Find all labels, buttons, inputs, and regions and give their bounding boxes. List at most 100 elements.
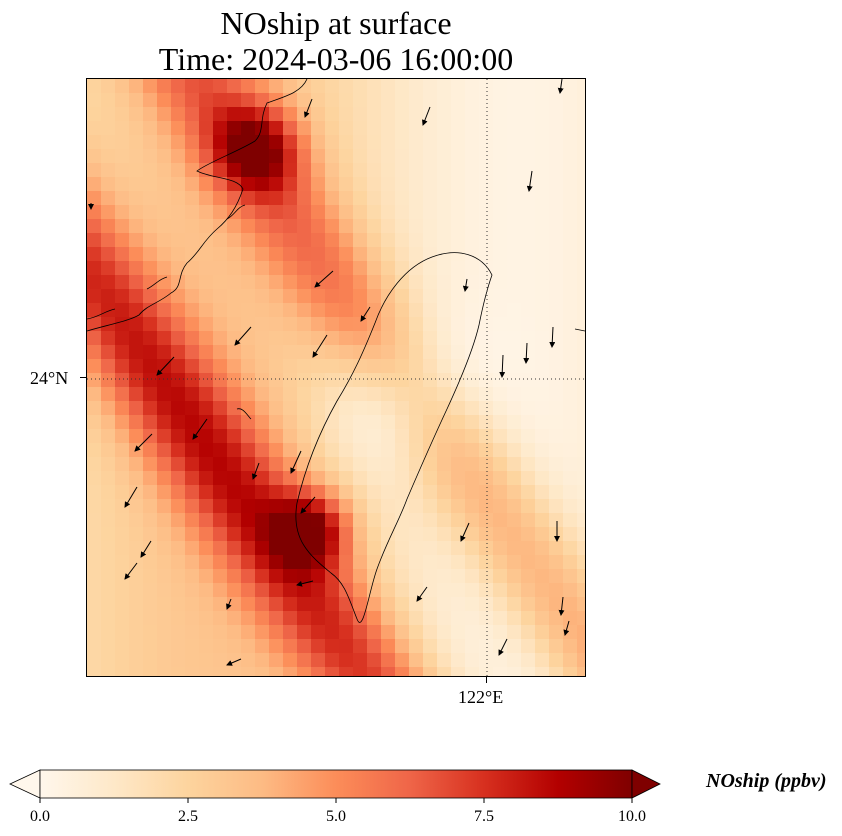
field-cell — [437, 597, 451, 611]
field-cell — [535, 331, 549, 345]
field-cell — [465, 191, 479, 205]
field-cell — [353, 93, 367, 107]
field-cell — [311, 373, 325, 387]
field-cell — [479, 611, 493, 625]
field-cell — [465, 471, 479, 485]
field-cell — [241, 289, 255, 303]
field-cell — [311, 191, 325, 205]
field-cell — [507, 205, 521, 219]
field-cell — [101, 401, 115, 415]
field-cell — [157, 149, 171, 163]
field-cell — [241, 373, 255, 387]
field-cell — [507, 401, 521, 415]
field-cell — [381, 485, 395, 499]
field-cell — [269, 541, 283, 555]
wind-arrow — [134, 433, 153, 452]
field-cell — [577, 317, 585, 331]
field-cell — [227, 387, 241, 401]
field-cell — [339, 107, 353, 121]
field-cell — [101, 107, 115, 121]
field-cell — [381, 639, 395, 653]
field-cell — [115, 401, 129, 415]
field-cell — [115, 415, 129, 429]
field-cell — [185, 611, 199, 625]
field-cell — [563, 163, 577, 177]
field-cell — [325, 303, 339, 317]
field-cell — [395, 289, 409, 303]
field-cell — [339, 639, 353, 653]
field-cell — [199, 373, 213, 387]
field-cell — [213, 597, 227, 611]
field-cell — [227, 555, 241, 569]
field-cell — [199, 471, 213, 485]
field-cell — [577, 471, 585, 485]
field-cell — [199, 303, 213, 317]
field-cell — [479, 569, 493, 583]
field-cell — [143, 303, 157, 317]
field-cell — [549, 499, 563, 513]
field-cell — [87, 261, 101, 275]
field-cell — [381, 79, 395, 93]
field-cell — [395, 415, 409, 429]
field-cell — [255, 177, 269, 191]
field-cell — [339, 135, 353, 149]
field-cell — [577, 107, 585, 121]
field-cell — [227, 191, 241, 205]
field-cell — [507, 289, 521, 303]
field-cell — [87, 289, 101, 303]
field-cell — [423, 345, 437, 359]
field-cell — [325, 667, 339, 676]
field-cell — [227, 107, 241, 121]
field-cell — [297, 569, 311, 583]
field-cell — [563, 205, 577, 219]
field-cell — [199, 247, 213, 261]
field-cell — [577, 261, 585, 275]
field-cell — [353, 625, 367, 639]
wind-arrow — [563, 620, 570, 636]
field-cell — [241, 415, 255, 429]
field-cell — [563, 93, 577, 107]
field-cell — [423, 541, 437, 555]
field-cell — [115, 373, 129, 387]
field-cell — [129, 625, 143, 639]
field-cell — [563, 583, 577, 597]
field-cell — [451, 471, 465, 485]
field-cell — [87, 149, 101, 163]
field-cell — [409, 639, 423, 653]
field-cell — [325, 219, 339, 233]
field-cell — [381, 597, 395, 611]
field-cell — [143, 611, 157, 625]
field-cell — [535, 93, 549, 107]
field-cell — [325, 121, 339, 135]
field-cell — [479, 121, 493, 135]
field-cell — [521, 583, 535, 597]
field-cell — [325, 415, 339, 429]
wind-arrow — [416, 586, 428, 602]
field-cell — [255, 597, 269, 611]
field-cell — [339, 275, 353, 289]
field-cell — [339, 485, 353, 499]
field-cell — [143, 107, 157, 121]
colorbar-label: NOship (ppbv) — [706, 770, 827, 792]
field-cell — [87, 457, 101, 471]
field-cell — [297, 485, 311, 499]
field-cell — [577, 331, 585, 345]
field-cell — [493, 401, 507, 415]
field-cell — [171, 289, 185, 303]
field-cell — [227, 163, 241, 177]
field-cell — [87, 555, 101, 569]
field-cell — [367, 79, 381, 93]
field-cell — [353, 611, 367, 625]
field-cell — [507, 303, 521, 317]
field-cell — [339, 611, 353, 625]
field-cell — [535, 471, 549, 485]
field-cell — [297, 191, 311, 205]
field-cell — [549, 597, 563, 611]
field-cell — [241, 247, 255, 261]
field-cell — [129, 611, 143, 625]
field-cell — [353, 527, 367, 541]
field-cell — [171, 527, 185, 541]
field-cell — [157, 485, 171, 499]
field-cell — [255, 107, 269, 121]
field-cell — [143, 345, 157, 359]
